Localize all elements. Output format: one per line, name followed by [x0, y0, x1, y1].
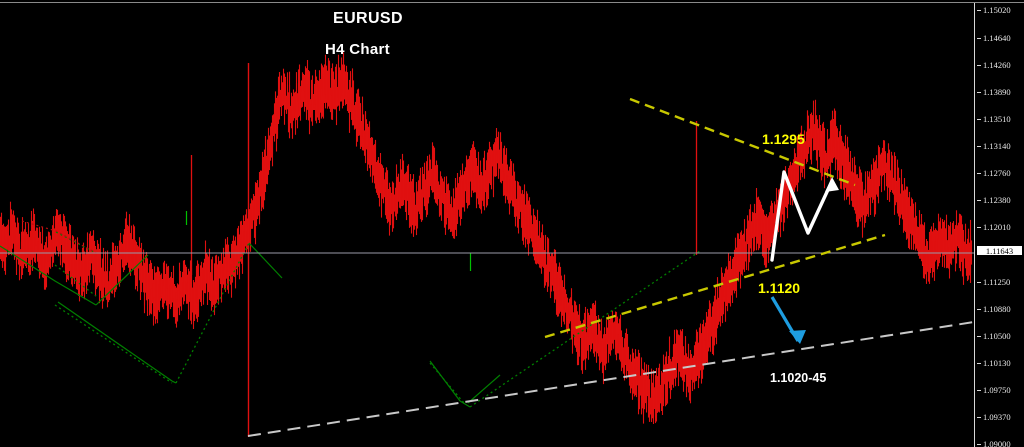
price-axis-tick: 1.14640	[975, 33, 1024, 45]
price-axis-tick: 1.09750	[975, 385, 1024, 397]
price-plot-svg	[0, 3, 974, 447]
tick-label: 1.12010	[983, 222, 1011, 232]
tick-mark	[977, 390, 981, 391]
price-axis[interactable]: 1.11643 1.15020 1.14640 1.14260 1.13890 1.13…	[974, 3, 1024, 447]
price-axis-tick: 1.10130	[975, 358, 1024, 370]
tick-label: 1.15020	[983, 5, 1011, 15]
symbol-title: EURUSD	[333, 10, 403, 27]
tick-mark	[977, 173, 981, 174]
tick-label: 1.10880	[983, 304, 1011, 314]
price-axis-tick: 1.14260	[975, 60, 1024, 72]
zigzag-segment	[248, 242, 283, 279]
zigzag-segment	[429, 362, 465, 404]
zigzag-segment	[469, 250, 701, 408]
tick-label: 1.12380	[983, 195, 1011, 205]
tick-mark	[977, 309, 981, 310]
current-price-badge: 1.11643	[976, 245, 1023, 256]
window-top-border	[0, 2, 1024, 3]
tick-mark	[977, 227, 981, 228]
price-axis-tick: 1.11250	[975, 277, 1024, 289]
support-level-label: 1.1120	[758, 280, 801, 296]
zigzag-segment	[95, 254, 149, 306]
tick-label: 1.13140	[983, 141, 1011, 151]
tick-label: 1.09750	[983, 385, 1011, 395]
breakdown-arrowhead	[789, 330, 806, 344]
price-axis-tick: 1.15020	[975, 5, 1024, 17]
chart-title-block: EURUSD H4 Chart	[325, 10, 403, 58]
tick-label: 1.09000	[983, 439, 1011, 447]
price-axis-tick: 1.12010	[975, 222, 1024, 234]
tick-mark	[977, 363, 981, 364]
price-axis-tick: 1.13140	[975, 141, 1024, 153]
tick-mark	[977, 282, 981, 283]
tick-label: 1.13890	[983, 87, 1011, 97]
price-axis-tick: 1.12760	[975, 168, 1024, 180]
lower-trendline	[544, 233, 886, 339]
tick-mark	[977, 444, 981, 445]
price-axis-tick: 1.13510	[975, 114, 1024, 126]
forecast-path	[770, 170, 834, 262]
tick-mark	[977, 38, 981, 39]
downside-target-label: 1.1020-45	[770, 371, 827, 385]
price-axis-tick: 1.09370	[975, 412, 1024, 424]
tick-label: 1.11250	[983, 277, 1011, 287]
resistance-level-label: 1.1295	[762, 131, 805, 147]
forecast-arrowhead	[825, 177, 839, 192]
tick-label: 1.14640	[983, 33, 1011, 43]
zigzag-segment	[21, 220, 97, 254]
major-support-trendline	[247, 321, 974, 437]
zigzag-indicator	[0, 211, 701, 408]
drawing-overlays	[247, 97, 974, 437]
zigzag-segment	[429, 360, 461, 402]
chart-plot-area[interactable]	[0, 3, 974, 447]
zigzag-segment	[459, 400, 471, 408]
tick-label: 1.10500	[983, 331, 1011, 341]
tick-label: 1.13510	[983, 114, 1011, 124]
price-axis-tick: 1.13890	[975, 87, 1024, 99]
tick-mark	[977, 92, 981, 93]
upper-trendline	[629, 97, 856, 187]
tick-label: 1.09370	[983, 412, 1011, 422]
tick-mark	[977, 65, 981, 66]
zigzag-segment	[54, 304, 173, 384]
zigzag-segment	[171, 380, 177, 384]
price-axis-tick: 1.10500	[975, 331, 1024, 343]
tick-label: 1.14260	[983, 60, 1011, 70]
tick-mark	[977, 10, 981, 11]
price-axis-tick: 1.09000	[975, 439, 1024, 447]
zigzag-segment	[54, 264, 97, 297]
price-axis-tick: 1.12380	[975, 195, 1024, 207]
tick-mark	[977, 146, 981, 147]
zigzag-segment	[0, 245, 97, 306]
tick-mark	[977, 119, 981, 120]
tick-mark	[977, 200, 981, 201]
zigzag-segment	[57, 301, 173, 382]
price-axis-tick: 1.10880	[975, 304, 1024, 316]
zigzag-segment	[175, 242, 250, 384]
tick-label: 1.12760	[983, 168, 1011, 178]
plot-background	[0, 3, 974, 447]
tick-label: 1.10130	[983, 358, 1011, 368]
tick-mark	[977, 336, 981, 337]
tick-mark	[977, 417, 981, 418]
timeframe-title: H4 Chart	[325, 41, 390, 58]
zigzag-segment	[467, 374, 501, 404]
